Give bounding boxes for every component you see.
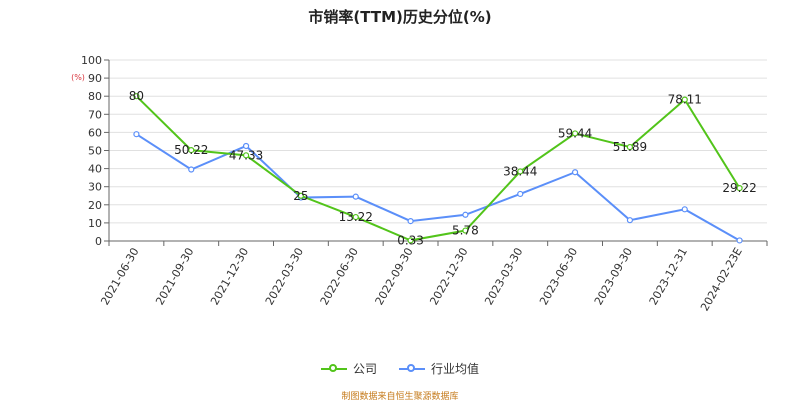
data-point-0 — [681, 96, 688, 103]
data-point-0 — [242, 152, 250, 159]
data-point-1 — [626, 217, 634, 224]
series-line-1 — [135, 133, 741, 242]
x-tick-label: 2022-09-30 — [373, 246, 416, 308]
data-label: 80 — [129, 89, 144, 103]
legend-label-industry: 行业均值 — [431, 362, 480, 376]
x-tick-label: 2022-12-30 — [427, 245, 470, 307]
y-tick-label: 70 — [88, 108, 102, 121]
x-tick-label: 2021-12-30 — [208, 245, 251, 307]
x-tick-label: 2022-06-30 — [318, 246, 361, 308]
data-point-1 — [242, 142, 250, 150]
x-tick-label: 2023-06-30 — [537, 246, 580, 308]
data-label: 78.11 — [668, 93, 702, 107]
x-tick-label: 2023-12-31 — [647, 246, 690, 308]
y-tick-label: 100 — [81, 54, 102, 67]
data-point-1 — [681, 206, 688, 213]
x-tick-label: 2023-09-30 — [592, 246, 635, 308]
data-label: 50.22 — [174, 143, 208, 157]
x-tick-label: 2023-03-30 — [482, 246, 525, 308]
data-label: 51.89 — [613, 140, 647, 154]
y-tick-label: 20 — [88, 199, 102, 212]
legend-swatch-industry — [399, 363, 425, 375]
legend-swatch-company — [320, 363, 347, 375]
data-point-0 — [297, 192, 305, 199]
data-point-0 — [462, 227, 469, 234]
data-point-1 — [462, 211, 469, 218]
y-tick-label: 30 — [88, 181, 102, 194]
x-tick-label: 2021-09-30 — [153, 246, 196, 308]
data-label: 0.33 — [397, 233, 424, 247]
y-tick-label: 40 — [88, 163, 102, 176]
data-point-1 — [736, 237, 743, 244]
y-tick-label: 60 — [88, 126, 102, 139]
data-label: 29.22 — [722, 181, 756, 195]
source-note: 制图数据来自恒生聚源数据库 — [341, 392, 459, 402]
x-tick-label: 2021-06-30 — [98, 246, 141, 308]
legend: 公司 行业均值 — [0, 360, 800, 377]
data-point-0 — [571, 130, 579, 137]
data-point-1 — [571, 169, 579, 176]
data-point-0 — [188, 147, 195, 154]
data-point-0 — [736, 185, 743, 192]
chart-title: 市销率(TTM)历史分位(%) — [308, 8, 492, 26]
series-line-0 — [135, 95, 741, 242]
y-tick-label: 0 — [95, 235, 102, 248]
data-point-0 — [352, 213, 359, 221]
data-label: 38.44 — [503, 164, 537, 178]
data-point-0 — [626, 143, 634, 151]
legend-label-company: 公司 — [352, 362, 377, 376]
data-point-1 — [133, 131, 140, 138]
data-point-1 — [352, 193, 359, 200]
data-point-0 — [407, 237, 414, 244]
data-point-1 — [407, 217, 414, 225]
data-point-0 — [133, 93, 140, 100]
y-tick-label: 90 — [88, 72, 102, 85]
data-label: 13.22 — [339, 210, 373, 224]
legend-item-company[interactable]: 公司 — [320, 360, 377, 377]
x-tick-label: 2022-03-30 — [263, 246, 306, 308]
legend-item-industry[interactable]: 行业均值 — [399, 360, 479, 377]
data-label: 25 — [293, 189, 308, 203]
data-point-0 — [517, 168, 524, 175]
data-label: 59.44 — [558, 126, 592, 140]
y-tick-label: 50 — [88, 145, 102, 158]
data-label: 47.33 — [229, 148, 263, 162]
x-tick-label: 2024-02-23E — [698, 245, 745, 313]
data-point-1 — [188, 166, 195, 173]
data-point-1 — [517, 190, 524, 198]
y-tick-label: 80 — [88, 90, 102, 103]
data-label: 5.78 — [452, 224, 479, 238]
y-tick-label: 10 — [88, 217, 102, 230]
y-unit-label: (%) — [71, 73, 85, 82]
